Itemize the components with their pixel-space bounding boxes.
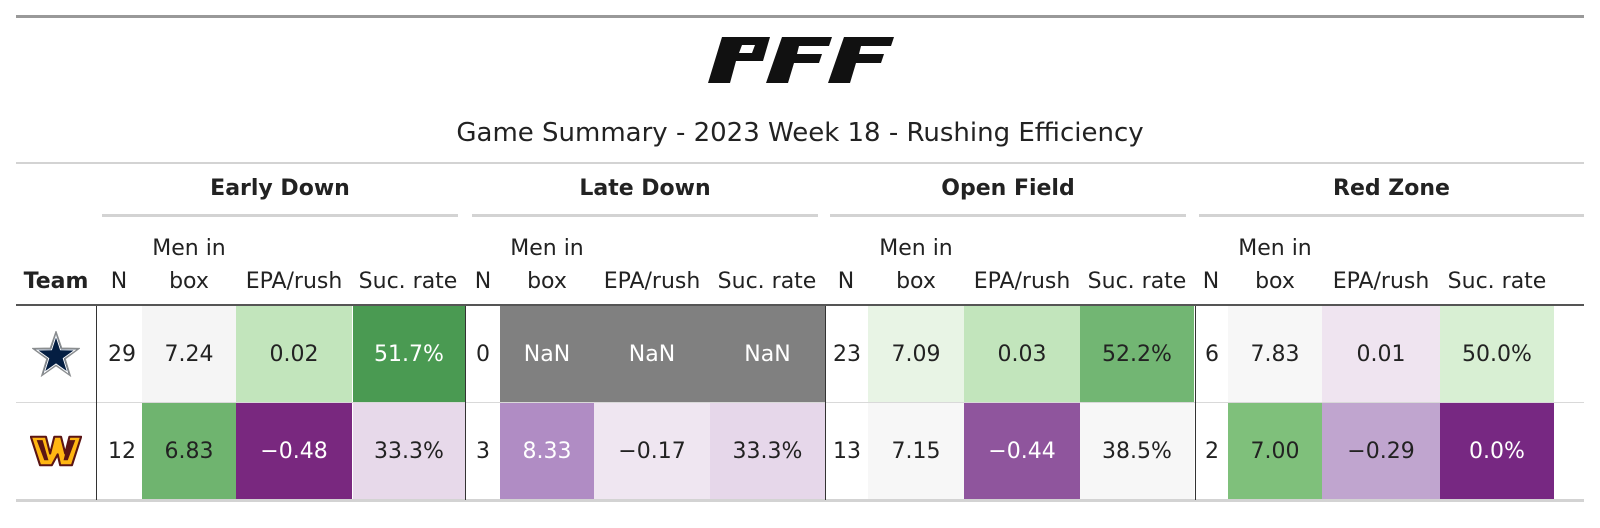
- table-row: 29 7.24 0.02 51.7% 0 NaN NaN NaN 23 7.09…: [16, 306, 1584, 402]
- red-suc-cell: 0.0%: [1440, 403, 1554, 499]
- early-suc-cell: 33.3%: [353, 403, 465, 499]
- col-header-late-n: N: [474, 269, 492, 294]
- group-open-field: Open Field: [941, 176, 1075, 201]
- late-box-cell: 8.33: [500, 403, 594, 499]
- open-epa-cell: −0.44: [964, 403, 1080, 499]
- col-header-team: Team: [23, 269, 89, 294]
- red-epa-cell: 0.01: [1322, 306, 1440, 402]
- group-late-down: Late Down: [579, 176, 711, 201]
- row-separator: [16, 402, 1584, 403]
- late-suc-cell: NaN: [710, 306, 825, 402]
- early-box-cell: 6.83: [142, 403, 236, 499]
- col-header-red-epa: EPA/rush: [1332, 269, 1430, 294]
- team-logo-cell: [16, 403, 96, 499]
- col-header-red-suc: Suc. rate: [1447, 269, 1547, 294]
- late-n-cell: 0: [476, 341, 490, 367]
- early-epa-cell: −0.48: [236, 403, 352, 499]
- col-header-red-n: N: [1202, 269, 1220, 294]
- header-rule: [16, 304, 1584, 306]
- divider-early: [465, 306, 466, 500]
- open-suc-cell: 52.2%: [1080, 306, 1194, 402]
- red-suc-cell: 50.0%: [1440, 306, 1554, 402]
- washington-commanders-w-icon: [30, 425, 82, 477]
- late-epa-cell: NaN: [594, 306, 710, 402]
- open-suc-cell: 38.5%: [1080, 403, 1194, 499]
- red-box-cell: 7.83: [1228, 306, 1322, 402]
- open-n-cell: 23: [833, 341, 861, 367]
- early-n-cell: 29: [108, 341, 136, 367]
- col-header-red-box: Men in box: [1238, 236, 1312, 294]
- top-rule: [16, 15, 1584, 18]
- red-epa-cell: −0.29: [1322, 403, 1440, 499]
- col-header-early-suc: Suc. rate: [358, 269, 458, 294]
- red-n-cell: 6: [1205, 341, 1219, 367]
- late-box-cell: NaN: [500, 306, 594, 402]
- col-header-late-box: Men in box: [510, 236, 584, 294]
- pff-logo: [708, 37, 894, 83]
- red-n-cell: 2: [1205, 438, 1219, 464]
- group-late-down-rule: [472, 214, 818, 217]
- title-rule: [16, 162, 1584, 164]
- table-row: 12 6.83 −0.48 33.3% 3 8.33 −0.17 33.3% 1…: [16, 403, 1584, 499]
- team-logo-cell: [16, 306, 96, 402]
- early-box-cell: 7.24: [142, 306, 236, 402]
- group-early-down-rule: [102, 214, 458, 217]
- open-n-cell: 13: [833, 438, 861, 464]
- late-suc-cell: 33.3%: [710, 403, 825, 499]
- group-red-zone: Red Zone: [1333, 176, 1450, 201]
- early-epa-cell: 0.02: [236, 306, 352, 402]
- col-header-open-n: N: [837, 269, 855, 294]
- col-header-open-epa: EPA/rush: [973, 269, 1071, 294]
- col-header-open-suc: Suc. rate: [1087, 269, 1187, 294]
- col-header-early-n: N: [110, 269, 128, 294]
- late-epa-cell: −0.17: [594, 403, 710, 499]
- col-header-open-box: Men in box: [879, 236, 953, 294]
- open-box-cell: 7.15: [868, 403, 964, 499]
- bottom-rule: [16, 499, 1584, 502]
- table-title: Game Summary - 2023 Week 18 - Rushing Ef…: [456, 118, 1144, 148]
- open-box-cell: 7.09: [868, 306, 964, 402]
- late-n-cell: 3: [476, 438, 490, 464]
- red-box-cell: 7.00: [1228, 403, 1322, 499]
- group-early-down: Early Down: [210, 176, 350, 201]
- divider-open: [1195, 306, 1196, 500]
- col-header-early-epa: EPA/rush: [245, 269, 343, 294]
- divider-late: [825, 306, 826, 500]
- group-open-field-rule: [830, 214, 1186, 217]
- col-header-late-epa: EPA/rush: [603, 269, 701, 294]
- col-header-late-suc: Suc. rate: [717, 269, 817, 294]
- early-suc-cell: 51.7%: [353, 306, 465, 402]
- dallas-cowboys-star-icon: [30, 328, 82, 380]
- col-header-early-box: Men in box: [152, 236, 226, 294]
- divider-team: [96, 306, 97, 500]
- open-epa-cell: 0.03: [964, 306, 1080, 402]
- early-n-cell: 12: [108, 438, 136, 464]
- group-red-zone-rule: [1199, 214, 1584, 217]
